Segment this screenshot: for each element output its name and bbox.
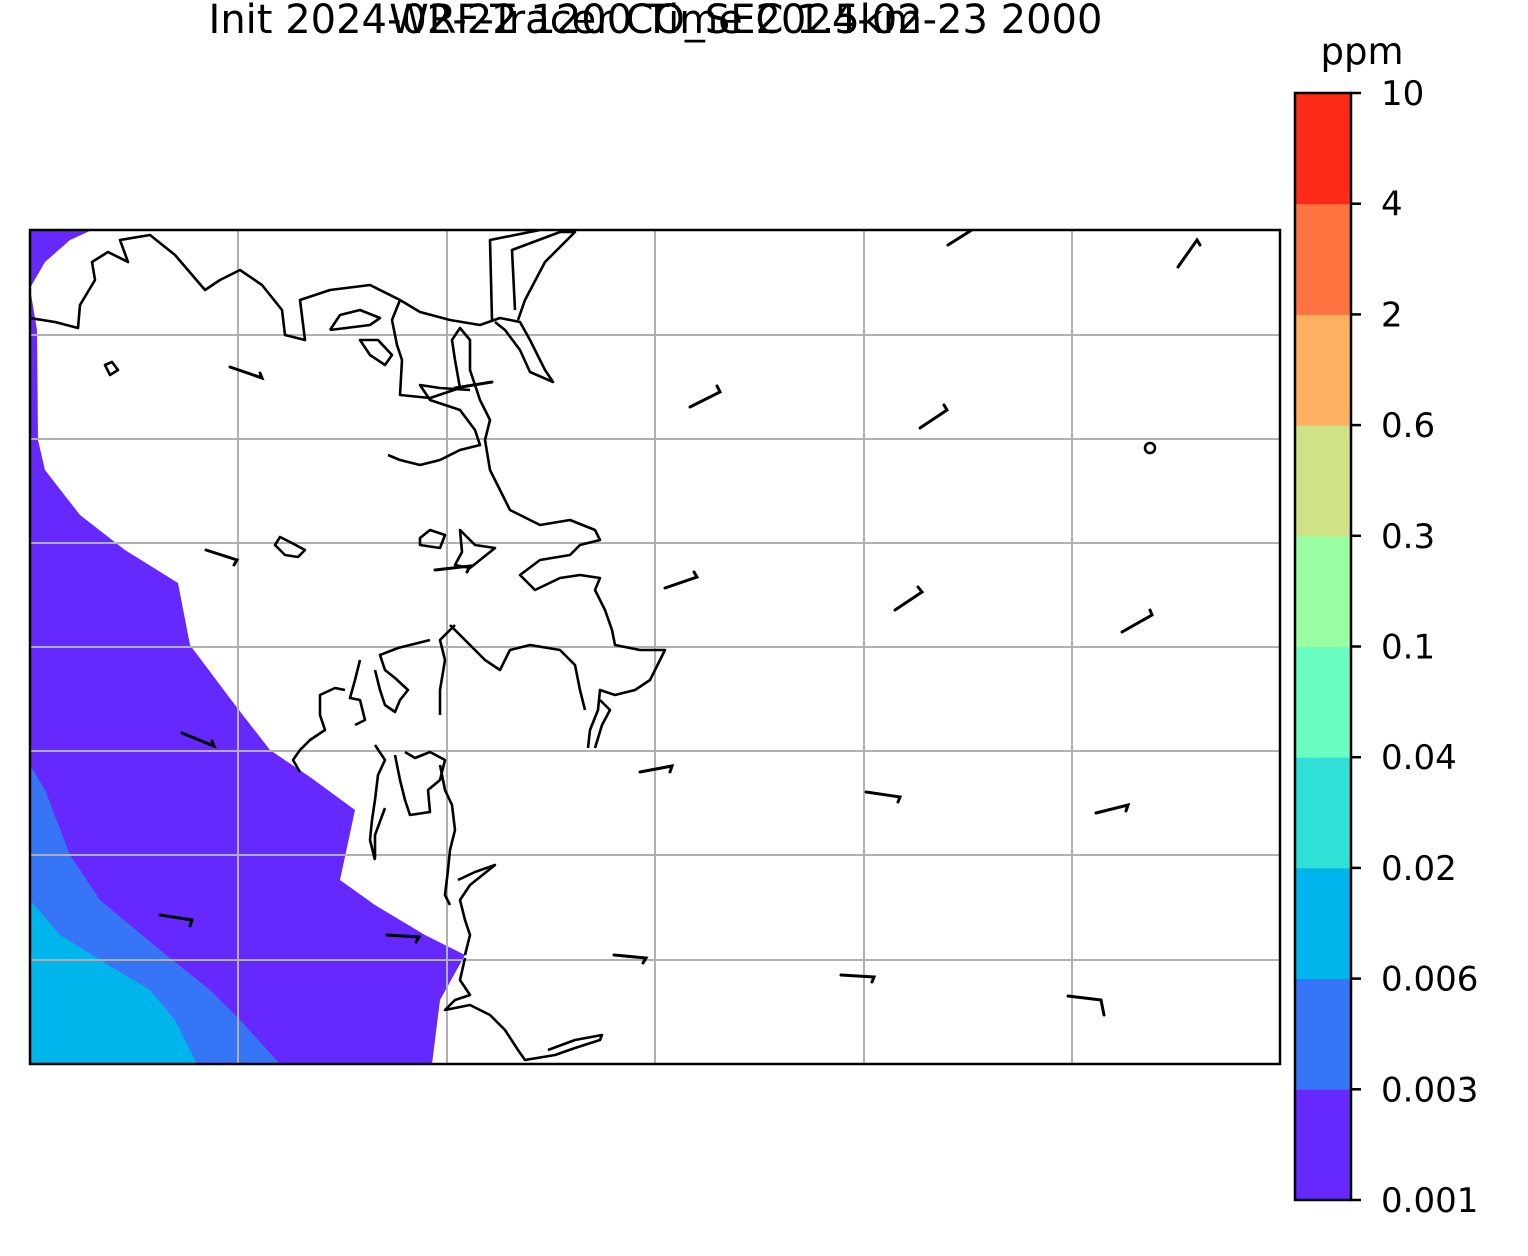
colorbar-tick-label: 0.6 [1381,406,1435,446]
colorbar-segment [1295,757,1351,869]
colorbar-tick-label: 0.1 [1381,628,1435,668]
wind-barb [612,953,649,965]
wind-barb [918,403,950,430]
wind-barb [839,973,877,984]
wind-barb [158,913,194,928]
colorbar-tick-label: 0.02 [1381,849,1457,889]
colorbar-tick-label: 0.006 [1381,960,1478,1000]
wind-barb [638,764,675,774]
colorbar-segment [1295,425,1351,537]
colorbar-segment [1295,867,1351,980]
colorbar-tick-label: 0.3 [1381,517,1435,557]
colorbar: 0.001 0.003 0.006 0.02 0.04 0.1 0.3 0.6 2 4 10 [1293,74,1478,1221]
colorbar-segment [1295,535,1351,647]
wind-barb [864,790,903,804]
colorbar-segment [1295,1089,1351,1201]
chart-title-line-1: WRF-Tracer CO_SEC 1.5km [389,0,922,43]
wind-barb [1094,802,1131,815]
coastlines [30,230,1157,1062]
wind-barb [228,365,265,381]
wind-barb [1066,994,1106,1017]
wind-barb [688,384,723,409]
wind-barb [893,585,925,612]
wind-barb [1120,608,1154,634]
colorbar-segment [1295,314,1351,426]
wind-barb [204,548,240,567]
colorbar-tick-label: 2 [1381,295,1403,335]
gridlines [30,230,1280,1064]
wind-barb [663,570,700,590]
colorbar-tick-label: 10 [1381,74,1424,114]
map-frame [28,228,1282,1066]
wind-barb [180,731,217,749]
colorbar-tick-label: 0.04 [1381,738,1457,778]
colorbar-segment [1295,203,1351,315]
wind-barb [1176,237,1202,269]
colorbar-segment [1295,93,1351,205]
wind-barb [385,933,422,944]
tracer-band-0.006-0.02 [30,900,197,1064]
chart-title-line-2: Init 2024-02-22 1200 Time 2024-02-23 200… [208,0,1103,43]
colorbar-tick-label: 0.001 [1381,1181,1478,1221]
colorbar-unit-label: ppm [1320,30,1403,73]
wind-barbs [158,230,1202,1017]
wind-barb [453,380,494,390]
colorbar-segment [1295,646,1351,758]
wind-barb [433,564,473,574]
colorbar-tick-label: 4 [1381,185,1403,225]
colorbar-tick-label: 0.003 [1381,1070,1478,1110]
colorbar-segment [1295,978,1351,1090]
